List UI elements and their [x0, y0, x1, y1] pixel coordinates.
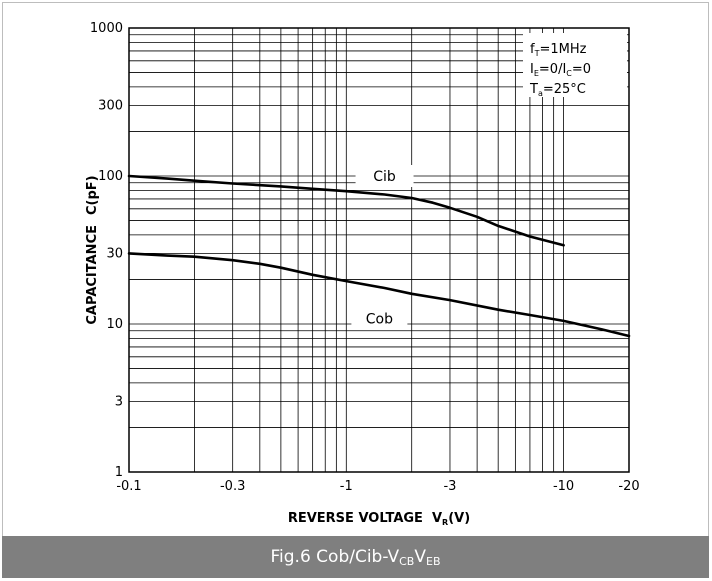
conditions-box: fT=1MHz IE=0/IC=0 Ta=25°C [523, 33, 627, 98]
y-tick-label: 100 [98, 169, 123, 184]
series-label-cob: Cob [366, 311, 393, 327]
caption-text: Fig.6 Cob/Cib-VCBVEB [270, 546, 441, 568]
y-tick-label: 10 [106, 317, 123, 332]
y-tick-label: 300 [98, 98, 123, 113]
y-tick-label: 1 [115, 465, 123, 480]
x-tick-label: -0.3 [220, 479, 245, 494]
series-label-cib: Cib [373, 169, 396, 185]
x-tick-label: -10 [553, 479, 574, 494]
y-tick-label: 1000 [90, 21, 123, 36]
x-tick-label: -20 [618, 479, 639, 494]
y-tick-label: 30 [106, 246, 123, 261]
series-labels: Cib Cob [351, 165, 414, 330]
x-tick-label: -1 [340, 479, 353, 494]
y-axis-label: CAPACITANCEC(pF) [85, 175, 100, 324]
series-label-background [351, 307, 408, 330]
condition-frequency: fT=1MHz [530, 42, 587, 58]
condition-temperature: Ta=25°C [529, 82, 586, 98]
figure-caption: Fig.6 Cob/Cib-VCBVEB [2, 536, 709, 578]
series-line-cib [127, 174, 565, 247]
x-tick-label: -3 [443, 479, 456, 494]
capacitance-chart: -0.1 -0.3 -1 -3 -10 -20 1 3 10 30 100 300 1000 Cib Co… [85, 21, 640, 527]
condition-currents: IE=0/IC=0 [530, 62, 591, 78]
x-tick-label: -0.1 [116, 479, 141, 494]
series-line-cob [127, 252, 631, 338]
data-series [127, 174, 631, 338]
conditions-box-background [523, 33, 627, 97]
x-axis-label: REVERSE VOLTAGE VR(V) [288, 511, 470, 527]
series-label-background [355, 165, 414, 187]
y-tick-label: 3 [115, 394, 123, 409]
tick-labels: -0.1 -0.3 -1 -3 -10 -20 1 3 10 30 100 300 1000 [90, 21, 640, 494]
plot-area-border [128, 27, 630, 473]
